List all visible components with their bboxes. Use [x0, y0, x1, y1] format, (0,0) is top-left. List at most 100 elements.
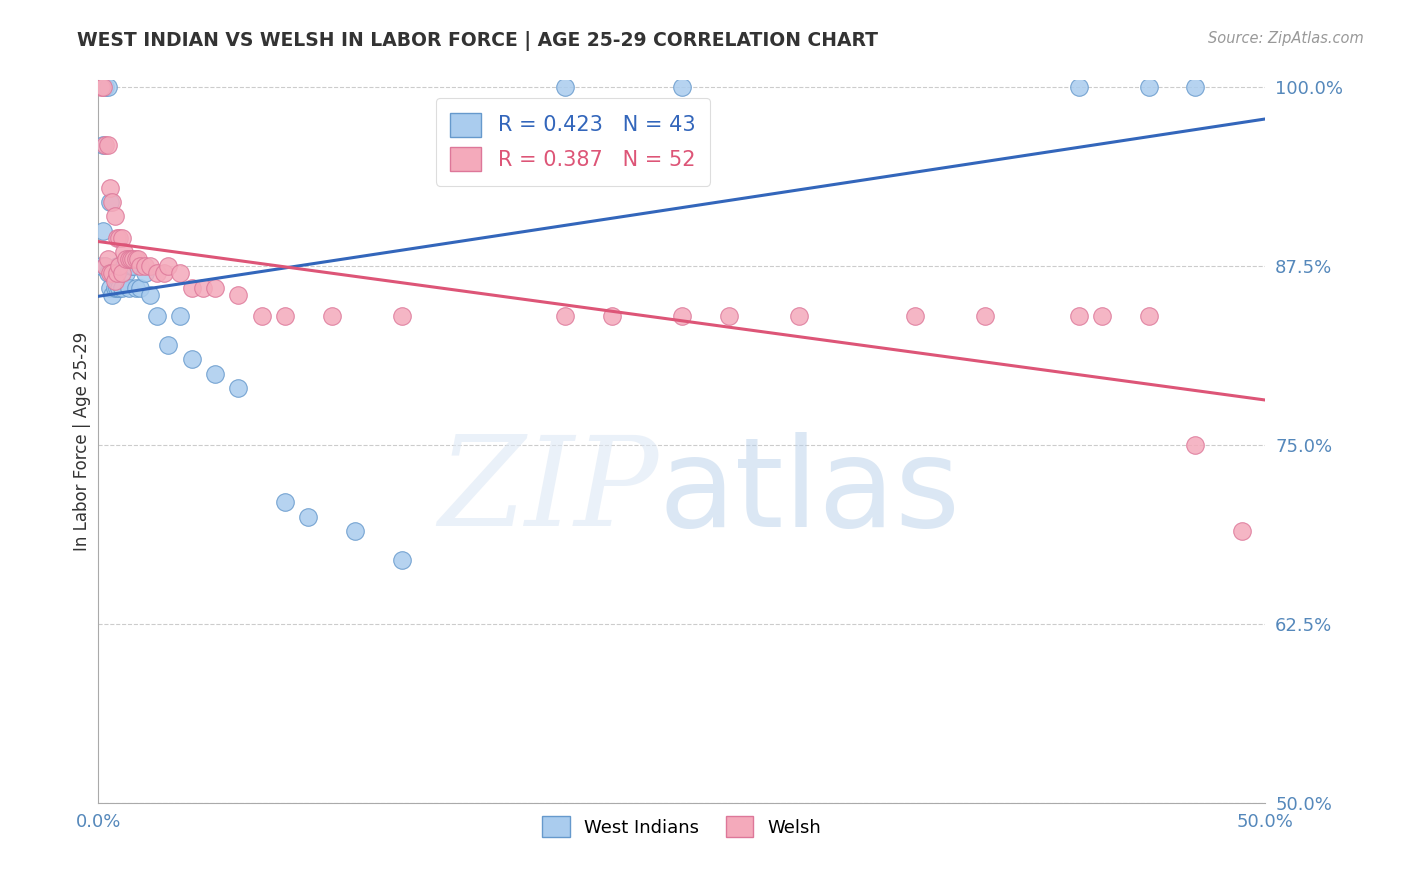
- Point: [554, 80, 576, 95]
- Point: [91, 137, 114, 152]
- Point: [115, 252, 138, 266]
- Point: [274, 495, 297, 509]
- Point: [94, 80, 117, 95]
- Point: [204, 281, 226, 295]
- Point: [974, 310, 997, 324]
- Point: [180, 281, 202, 295]
- Point: [115, 267, 138, 281]
- Point: [122, 252, 145, 266]
- Point: [120, 260, 142, 274]
- Point: [111, 230, 134, 244]
- Y-axis label: In Labor Force | Age 25-29: In Labor Force | Age 25-29: [73, 332, 91, 551]
- Point: [108, 230, 131, 244]
- Point: [157, 338, 180, 352]
- Point: [157, 260, 180, 274]
- Point: [105, 230, 128, 244]
- Point: [98, 194, 121, 209]
- Point: [125, 281, 148, 295]
- Point: [104, 267, 127, 281]
- Point: [104, 209, 127, 223]
- Point: [787, 310, 810, 324]
- Point: [98, 281, 121, 295]
- Point: [139, 288, 162, 302]
- Point: [717, 310, 740, 324]
- Point: [671, 80, 693, 95]
- Point: [101, 267, 124, 281]
- Text: Source: ZipAtlas.com: Source: ZipAtlas.com: [1208, 31, 1364, 46]
- Legend: West Indians, Welsh: West Indians, Welsh: [536, 809, 828, 845]
- Point: [1067, 310, 1090, 324]
- Point: [169, 267, 191, 281]
- Point: [112, 260, 135, 274]
- Point: [122, 260, 145, 274]
- Point: [193, 281, 215, 295]
- Point: [600, 310, 623, 324]
- Point: [97, 252, 120, 266]
- Point: [671, 310, 693, 324]
- Point: [101, 267, 124, 281]
- Point: [101, 194, 124, 209]
- Point: [228, 381, 250, 395]
- Point: [94, 260, 117, 274]
- Point: [1067, 80, 1090, 95]
- Point: [134, 260, 156, 274]
- Point: [344, 524, 367, 538]
- Point: [90, 260, 112, 274]
- Point: [554, 310, 576, 324]
- Point: [321, 310, 343, 324]
- Point: [904, 310, 927, 324]
- Point: [118, 281, 141, 295]
- Point: [127, 252, 149, 266]
- Point: [104, 274, 127, 288]
- Text: atlas: atlas: [658, 432, 960, 553]
- Text: ZIP: ZIP: [439, 432, 658, 553]
- Point: [105, 260, 128, 274]
- Point: [391, 310, 413, 324]
- Point: [1230, 524, 1253, 538]
- Point: [118, 252, 141, 266]
- Point: [1184, 80, 1206, 95]
- Point: [101, 288, 124, 302]
- Point: [94, 260, 117, 274]
- Point: [97, 137, 120, 152]
- Point: [129, 260, 152, 274]
- Point: [1137, 310, 1160, 324]
- Point: [91, 223, 114, 237]
- Point: [1091, 310, 1114, 324]
- Point: [134, 267, 156, 281]
- Point: [111, 281, 134, 295]
- Point: [112, 244, 135, 259]
- Point: [180, 352, 202, 367]
- Point: [97, 80, 120, 95]
- Point: [250, 310, 273, 324]
- Point: [108, 281, 131, 295]
- Point: [120, 252, 142, 266]
- Point: [1184, 438, 1206, 452]
- Point: [228, 288, 250, 302]
- Point: [204, 367, 226, 381]
- Point: [125, 252, 148, 266]
- Point: [297, 509, 319, 524]
- Point: [274, 310, 297, 324]
- Point: [98, 267, 121, 281]
- Point: [146, 310, 169, 324]
- Text: WEST INDIAN VS WELSH IN LABOR FORCE | AGE 25-29 CORRELATION CHART: WEST INDIAN VS WELSH IN LABOR FORCE | AG…: [77, 31, 879, 51]
- Point: [139, 260, 162, 274]
- Point: [90, 80, 112, 95]
- Point: [108, 260, 131, 274]
- Point: [94, 137, 117, 152]
- Point: [91, 80, 114, 95]
- Point: [105, 281, 128, 295]
- Point: [97, 267, 120, 281]
- Point: [169, 310, 191, 324]
- Point: [111, 260, 134, 274]
- Point: [146, 267, 169, 281]
- Point: [391, 552, 413, 566]
- Point: [1137, 80, 1160, 95]
- Point: [152, 267, 174, 281]
- Point: [105, 267, 128, 281]
- Point: [98, 180, 121, 194]
- Point: [104, 281, 127, 295]
- Point: [129, 281, 152, 295]
- Point: [111, 267, 134, 281]
